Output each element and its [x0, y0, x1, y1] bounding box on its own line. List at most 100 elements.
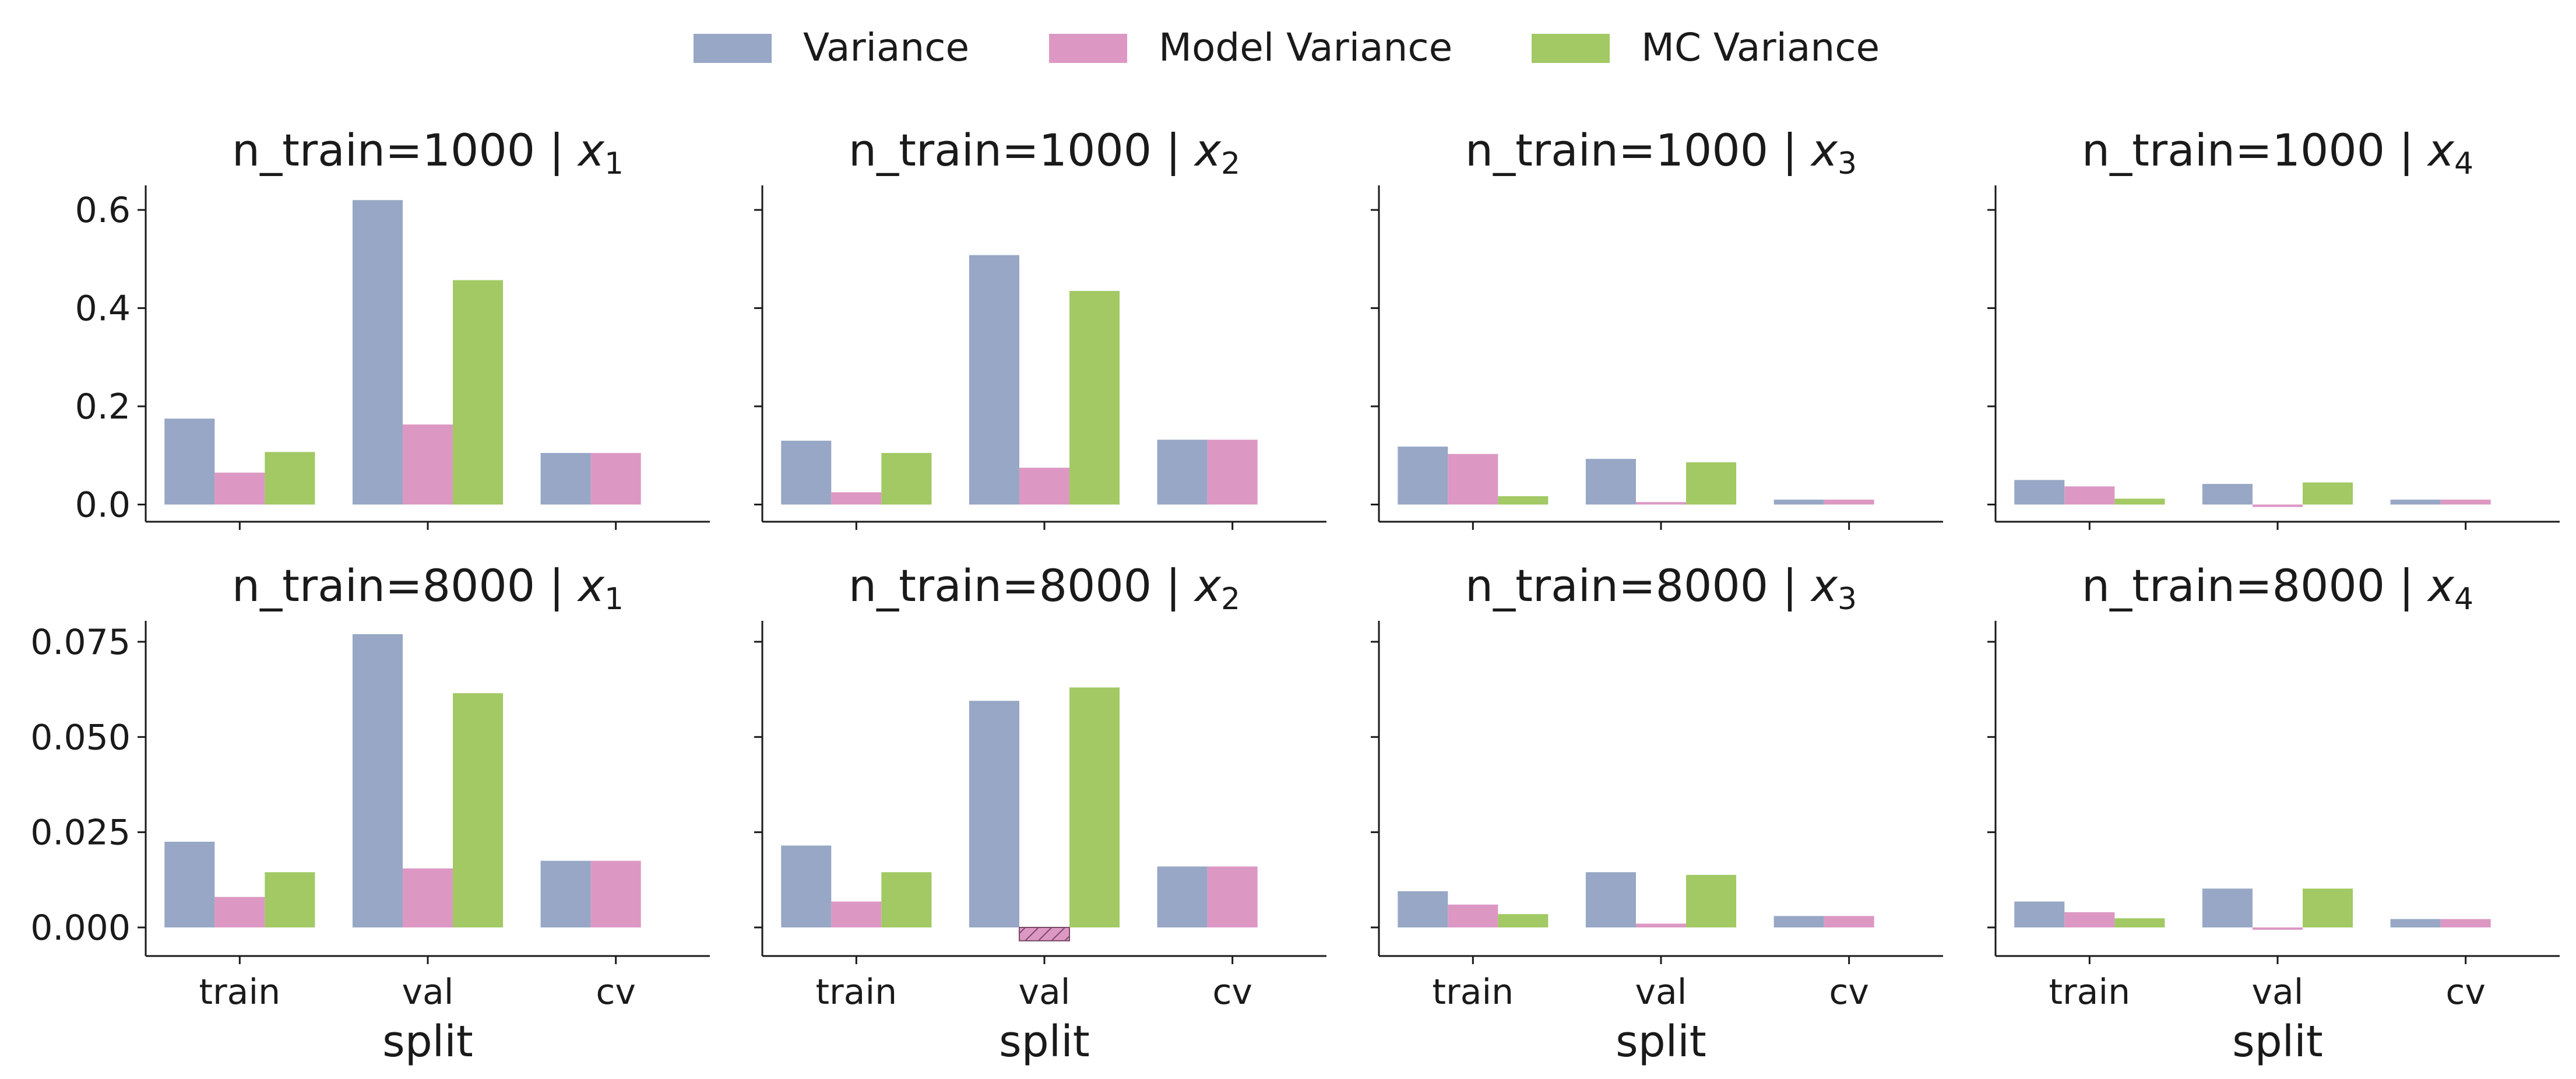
- bar-val-variance: [2202, 484, 2253, 505]
- bar-val-model-variance: [402, 868, 453, 927]
- panel-6: n_train=8000 | x2 train val cv split: [754, 560, 1326, 1067]
- panel-title-sub: 1: [604, 146, 624, 181]
- panel-5: n_train=8000 | x1 train val cv 0.000 0.025 0.0…: [30, 560, 710, 1067]
- panel-7: n_train=8000 | x3 train val cv split: [1371, 560, 1943, 1067]
- panel-title: n_train=1000 | x4: [2082, 124, 2473, 181]
- x-tick-label: train: [1432, 972, 1514, 1013]
- panel-title-prefix: n_train=1000 |: [1465, 124, 1811, 177]
- bar-val-mc-variance: [453, 280, 504, 505]
- panel-title-sub: 2: [1221, 146, 1240, 181]
- bar-train-model-variance: [214, 897, 265, 927]
- bar-val-variance: [352, 634, 403, 927]
- legend-item-3: MC Variance: [1532, 25, 1880, 70]
- x-tick-label: cv: [596, 972, 636, 1013]
- legend-item-1: Variance: [694, 25, 969, 70]
- bar-train-variance: [781, 845, 832, 927]
- bar-train-mc-variance: [881, 872, 932, 927]
- bar-val-model-variance: [1635, 502, 1687, 505]
- bar-train-mc-variance: [1498, 914, 1549, 927]
- bar-val-model-variance: [1019, 468, 1070, 505]
- legend-swatch: [694, 34, 772, 63]
- panel-title-var: x: [577, 124, 605, 176]
- bar-val-mc-variance: [1069, 291, 1120, 505]
- bar-cv-variance: [2390, 500, 2441, 505]
- bar-cv-variance: [1157, 866, 1208, 927]
- bar-val-variance: [352, 200, 403, 505]
- legend-label: MC Variance: [1641, 25, 1880, 70]
- bar-train-variance: [1398, 447, 1448, 505]
- panel-title-sub: 3: [1838, 582, 1857, 617]
- panel-title-prefix: n_train=1000 |: [849, 124, 1195, 177]
- y-tick-label: 0.0: [75, 485, 131, 526]
- bar-train-model-variance: [1448, 904, 1498, 927]
- x-axis-label: split: [1616, 1017, 1706, 1067]
- panel-title: n_train=1000 | x1: [232, 124, 624, 181]
- bar-train-variance: [2014, 901, 2065, 927]
- panel-title-sub: 4: [2454, 146, 2473, 181]
- bar-cv-model-variance: [2440, 919, 2491, 927]
- y-tick-label: 0.050: [30, 717, 131, 758]
- bar-cv-model-variance: [2440, 500, 2491, 505]
- bar-train-model-variance: [831, 492, 882, 505]
- x-tick-label: cv: [1829, 972, 1869, 1013]
- x-tick-label: val: [402, 972, 454, 1013]
- panel-title-prefix: n_train=1000 |: [2082, 124, 2428, 177]
- legend: Variance Model Variance MC Variance: [694, 25, 1880, 70]
- panel-title-prefix: n_train=8000 |: [232, 560, 578, 612]
- bar-val-model-variance: [402, 424, 453, 505]
- x-tick-label: train: [199, 972, 280, 1013]
- bar-val-variance: [2202, 888, 2253, 927]
- panel-title: n_train=1000 | x3: [1465, 124, 1857, 181]
- bar-cv-variance: [1773, 916, 1824, 927]
- bar-train-mc-variance: [265, 452, 315, 505]
- bar-train-model-variance: [2064, 912, 2115, 927]
- bar-val-variance: [969, 255, 1019, 505]
- bar-cv-variance: [540, 453, 591, 505]
- y-tick-label: 0.025: [30, 813, 131, 853]
- bar-val-mc-variance: [1686, 874, 1737, 927]
- panel-title-prefix: n_train=8000 |: [1465, 560, 1811, 612]
- panel-title-sub: 3: [1838, 146, 1857, 181]
- x-tick-label: val: [1635, 972, 1687, 1013]
- legend-item-2: Model Variance: [1049, 25, 1452, 70]
- x-axis-label: split: [999, 1017, 1090, 1067]
- bar-cv-model-variance: [590, 860, 641, 927]
- panel-title-var: x: [577, 560, 605, 611]
- legend-swatch: [1049, 34, 1127, 63]
- y-tick-label: 0.075: [30, 622, 131, 663]
- bar-val-model-variance: [1635, 923, 1687, 927]
- panel-4: n_train=1000 | x4: [1987, 124, 2560, 530]
- bar-cv-variance: [2390, 919, 2441, 927]
- bar-train-mc-variance: [265, 872, 315, 927]
- bar-cv-model-variance: [1824, 500, 1874, 505]
- x-tick-label: cv: [2445, 972, 2486, 1013]
- panel-title: n_train=8000 | x2: [849, 560, 1240, 617]
- bar-train-mc-variance: [881, 453, 932, 505]
- panel-title: n_train=8000 | x4: [2082, 560, 2473, 617]
- bar-val-model-variance: [2252, 927, 2303, 930]
- legend-swatch: [1532, 34, 1610, 63]
- bar-train-variance: [1398, 891, 1448, 927]
- bar-train-variance: [2014, 480, 2065, 505]
- x-tick-label: train: [815, 972, 897, 1013]
- bar-train-model-variance: [2064, 486, 2115, 505]
- bar-cv-variance: [540, 860, 591, 927]
- bar-train-variance: [164, 841, 215, 927]
- panel-title-sub: 4: [2454, 582, 2473, 617]
- bar-val-variance: [1585, 872, 1636, 927]
- panel-title-sub: 2: [1221, 582, 1240, 617]
- bar-val-mc-variance: [453, 693, 504, 927]
- y-tick-label: 0.2: [75, 386, 131, 427]
- panel-title-var: x: [2427, 124, 2455, 176]
- panel-2: n_train=1000 | x2: [754, 124, 1326, 530]
- panel-title-var: x: [2427, 560, 2455, 611]
- legend-label: Model Variance: [1159, 25, 1452, 70]
- bar-train-model-variance: [831, 901, 882, 927]
- bar-cv-variance: [1773, 500, 1824, 505]
- x-axis-label: split: [2232, 1017, 2323, 1067]
- panel-8: n_train=8000 | x4 train val cv split: [1987, 560, 2560, 1067]
- legend-label: Variance: [803, 25, 969, 70]
- panel-title-prefix: n_train=8000 |: [849, 560, 1195, 612]
- panel-3: n_train=1000 | x3: [1371, 124, 1943, 530]
